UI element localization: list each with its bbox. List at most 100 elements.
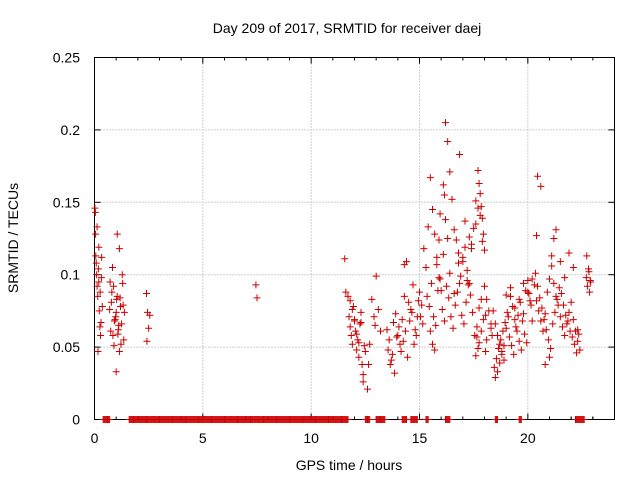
data-point	[504, 313, 512, 321]
data-point	[463, 266, 471, 274]
y-tick-labels: 0 0.05 0.1 0.15 0.2 0.25	[53, 50, 80, 428]
data-point	[510, 350, 518, 358]
data-point	[119, 301, 127, 309]
x-tick-label: 10	[303, 430, 319, 446]
data-point	[433, 261, 441, 269]
data-point	[109, 332, 117, 340]
data-point	[97, 274, 105, 282]
data-point	[408, 308, 416, 316]
data-point	[557, 290, 565, 298]
data-point	[365, 360, 373, 368]
data-point	[564, 317, 572, 325]
data-point	[115, 347, 123, 355]
data-point	[536, 294, 544, 302]
data-point	[371, 321, 379, 329]
data-point	[528, 317, 536, 325]
data-point	[366, 340, 374, 348]
data-point	[549, 320, 557, 328]
data-point	[534, 172, 542, 180]
data-point	[368, 295, 376, 303]
data-point	[404, 353, 412, 361]
data-point	[111, 316, 119, 324]
data-point	[355, 339, 363, 347]
data-point	[474, 345, 482, 353]
data-point	[120, 336, 128, 344]
data-point	[511, 316, 519, 324]
data-point	[398, 316, 406, 324]
data-point	[435, 274, 443, 282]
data-point	[424, 223, 432, 231]
data-point	[351, 317, 358, 325]
data-point	[586, 276, 594, 284]
data-point	[98, 253, 106, 261]
data-point	[567, 298, 575, 306]
data-point	[120, 308, 128, 316]
data-point	[548, 252, 556, 260]
data-point	[470, 224, 478, 232]
data-point	[342, 288, 350, 296]
data-point	[461, 243, 469, 251]
data-point	[481, 282, 488, 290]
data-point	[426, 327, 434, 335]
data-point	[523, 339, 531, 347]
data-point	[475, 179, 483, 187]
data-point	[426, 174, 434, 182]
data-point	[521, 330, 529, 338]
data-point	[359, 378, 367, 386]
data-point	[575, 330, 583, 338]
data-point	[583, 252, 591, 260]
data-point	[494, 368, 501, 376]
data-point	[466, 291, 474, 299]
data-point	[520, 310, 527, 318]
x-tick-label: 20	[520, 430, 536, 446]
zero-value-points	[99, 416, 114, 423]
data-point	[497, 336, 505, 344]
data-point	[94, 347, 102, 355]
data-point	[551, 308, 559, 316]
data-point	[440, 191, 448, 199]
data-point	[449, 324, 457, 332]
data-point	[556, 258, 564, 266]
data-point	[361, 347, 369, 355]
data-point	[507, 292, 514, 300]
data-point	[429, 206, 436, 214]
data-point	[502, 291, 510, 299]
data-point	[118, 271, 126, 279]
data-point	[446, 168, 454, 176]
data-point	[565, 249, 573, 257]
data-point	[96, 323, 104, 331]
data-point	[107, 298, 115, 306]
data-point	[478, 214, 486, 222]
chart-title: Day 209 of 2017, SRMTID for receiver dae…	[213, 20, 481, 36]
data-point	[473, 323, 481, 331]
data-point	[556, 313, 564, 321]
data-point	[431, 346, 439, 354]
zero-value-points	[422, 416, 432, 423]
data-point	[582, 274, 590, 282]
data-point	[387, 356, 395, 364]
data-point	[431, 230, 439, 238]
data-point	[407, 305, 415, 313]
data-point	[92, 259, 100, 267]
data-point	[453, 288, 461, 296]
data-point	[496, 359, 504, 367]
data-point	[583, 282, 591, 290]
data-point	[451, 301, 459, 309]
data-point	[145, 324, 153, 332]
zero-value-points	[572, 416, 588, 423]
data-point	[106, 278, 114, 286]
data-point	[97, 318, 105, 326]
y-tick-label: 0.05	[53, 339, 80, 355]
data-point	[429, 340, 436, 348]
data-point	[534, 282, 542, 290]
data-point	[395, 323, 403, 331]
grid-lines	[94, 57, 615, 420]
data-point	[414, 297, 422, 305]
data-point	[448, 195, 456, 203]
data-point	[107, 327, 115, 335]
data-point	[526, 297, 534, 305]
data-point	[541, 310, 549, 318]
data-point	[500, 356, 508, 364]
data-point	[503, 308, 511, 316]
